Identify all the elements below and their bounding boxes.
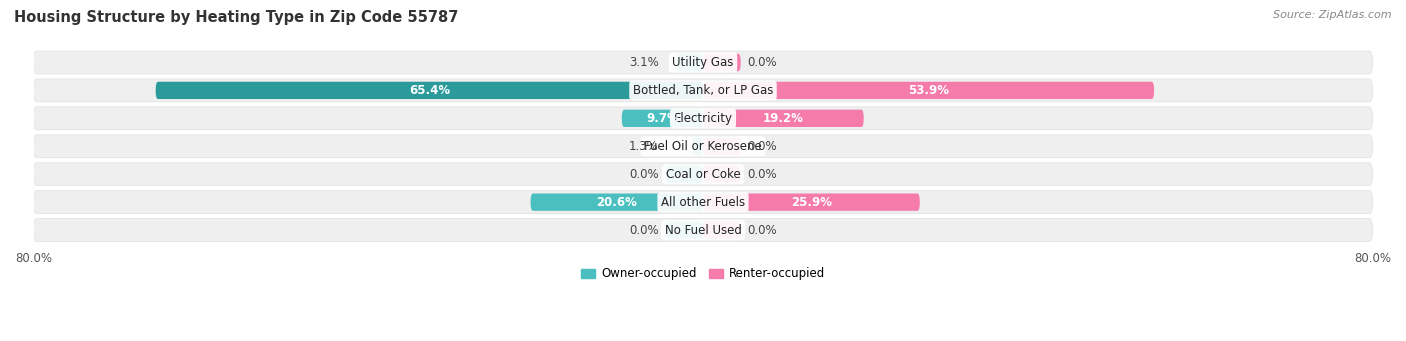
FancyBboxPatch shape bbox=[703, 221, 741, 239]
FancyBboxPatch shape bbox=[621, 110, 703, 127]
Text: 25.9%: 25.9% bbox=[792, 196, 832, 209]
Text: 0.0%: 0.0% bbox=[748, 168, 778, 181]
Text: 0.0%: 0.0% bbox=[748, 140, 778, 153]
Text: Electricity: Electricity bbox=[673, 112, 733, 125]
FancyBboxPatch shape bbox=[665, 165, 703, 183]
FancyBboxPatch shape bbox=[34, 107, 1372, 130]
Text: 53.9%: 53.9% bbox=[908, 84, 949, 97]
Text: 0.0%: 0.0% bbox=[628, 168, 658, 181]
Text: 1.3%: 1.3% bbox=[628, 140, 658, 153]
Text: Fuel Oil or Kerosene: Fuel Oil or Kerosene bbox=[644, 140, 762, 153]
FancyBboxPatch shape bbox=[34, 219, 1372, 241]
Text: 0.0%: 0.0% bbox=[748, 56, 778, 69]
Text: No Fuel Used: No Fuel Used bbox=[665, 224, 741, 237]
FancyBboxPatch shape bbox=[34, 79, 1372, 102]
FancyBboxPatch shape bbox=[703, 82, 1154, 99]
Text: 0.0%: 0.0% bbox=[748, 224, 778, 237]
FancyBboxPatch shape bbox=[678, 54, 703, 71]
FancyBboxPatch shape bbox=[703, 193, 920, 211]
Text: Bottled, Tank, or LP Gas: Bottled, Tank, or LP Gas bbox=[633, 84, 773, 97]
Text: All other Fuels: All other Fuels bbox=[661, 196, 745, 209]
FancyBboxPatch shape bbox=[34, 191, 1372, 213]
FancyBboxPatch shape bbox=[665, 221, 703, 239]
Text: Source: ZipAtlas.com: Source: ZipAtlas.com bbox=[1274, 10, 1392, 20]
FancyBboxPatch shape bbox=[703, 138, 741, 155]
Text: Coal or Coke: Coal or Coke bbox=[665, 168, 741, 181]
FancyBboxPatch shape bbox=[692, 138, 703, 155]
Text: Housing Structure by Heating Type in Zip Code 55787: Housing Structure by Heating Type in Zip… bbox=[14, 10, 458, 25]
Legend: Owner-occupied, Renter-occupied: Owner-occupied, Renter-occupied bbox=[576, 263, 830, 285]
Text: 0.0%: 0.0% bbox=[628, 224, 658, 237]
FancyBboxPatch shape bbox=[530, 193, 703, 211]
Text: 9.7%: 9.7% bbox=[645, 112, 679, 125]
FancyBboxPatch shape bbox=[34, 135, 1372, 158]
FancyBboxPatch shape bbox=[156, 82, 703, 99]
Text: 65.4%: 65.4% bbox=[409, 84, 450, 97]
FancyBboxPatch shape bbox=[703, 110, 863, 127]
FancyBboxPatch shape bbox=[703, 165, 741, 183]
Text: Utility Gas: Utility Gas bbox=[672, 56, 734, 69]
FancyBboxPatch shape bbox=[703, 54, 741, 71]
Text: 20.6%: 20.6% bbox=[596, 196, 637, 209]
Text: 19.2%: 19.2% bbox=[763, 112, 804, 125]
FancyBboxPatch shape bbox=[34, 51, 1372, 74]
FancyBboxPatch shape bbox=[34, 163, 1372, 186]
Text: 3.1%: 3.1% bbox=[628, 56, 658, 69]
